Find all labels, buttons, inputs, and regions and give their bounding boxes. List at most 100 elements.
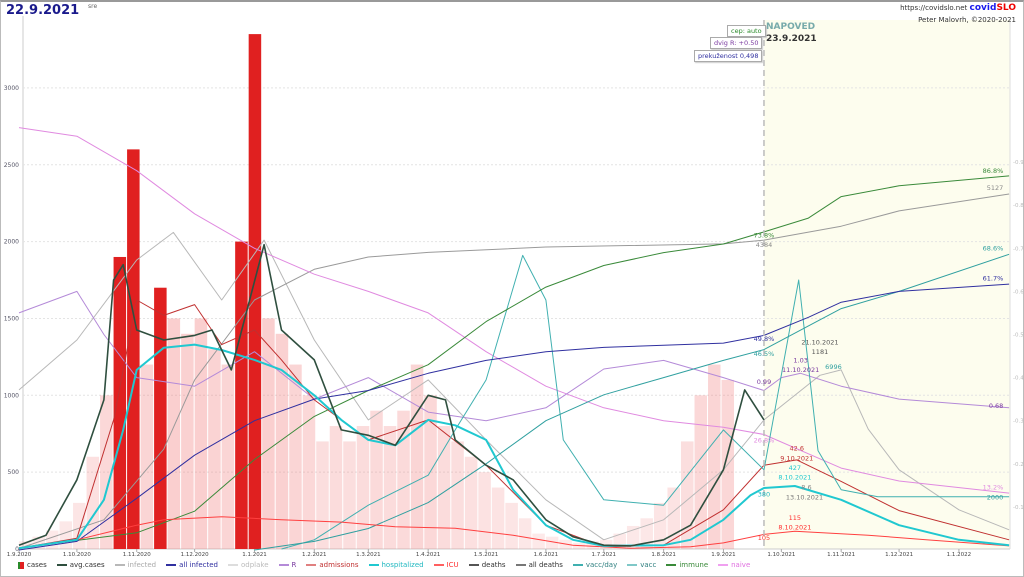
series-hospitalized bbox=[18, 343, 1010, 550]
case-bar bbox=[19, 541, 32, 549]
annotation-label: 13.10.2021 bbox=[786, 493, 823, 501]
line-swatch-icon bbox=[278, 564, 289, 566]
annotation-label: 427 bbox=[789, 464, 801, 472]
case-bar bbox=[140, 364, 154, 549]
series-immune bbox=[18, 175, 1010, 549]
left-tick-label: 2500 bbox=[4, 162, 19, 169]
legend-item[interactable]: infected bbox=[114, 561, 157, 569]
forecast-area bbox=[763, 20, 1010, 549]
annotation-label: 5127 bbox=[987, 184, 1004, 192]
case-bar bbox=[194, 318, 208, 549]
x-tick-label: 1.9.2020 bbox=[7, 552, 32, 558]
legend-item[interactable]: avg.cases bbox=[56, 561, 105, 569]
left-tick-label: 1500 bbox=[4, 315, 19, 322]
case-bar bbox=[694, 395, 708, 549]
legend-item[interactable]: ICU bbox=[433, 561, 459, 569]
case-bar bbox=[410, 364, 424, 549]
case-bar bbox=[221, 364, 235, 549]
forecast-title: NAPOVED bbox=[766, 22, 816, 32]
case-bar bbox=[356, 426, 370, 549]
annotation-label: 68.6% bbox=[983, 244, 1004, 252]
legend-label: vacc/day bbox=[585, 561, 618, 569]
case-bar bbox=[208, 349, 221, 549]
x-tick-label: 1.11.2021 bbox=[827, 552, 855, 558]
x-tick-label: 1.10.2021 bbox=[767, 552, 795, 558]
series-avg-cases bbox=[18, 243, 765, 547]
current-date: 22.9.2021 bbox=[6, 3, 80, 18]
series-vacc-day bbox=[281, 254, 1010, 550]
legend-label: deaths bbox=[481, 561, 506, 569]
cep-control[interactable]: cep: auto bbox=[727, 25, 766, 37]
legend-item[interactable]: odplake bbox=[228, 561, 269, 569]
legend-label: infected bbox=[127, 561, 157, 569]
case-bar bbox=[167, 318, 181, 549]
right-tick-label: -0.7 bbox=[1013, 246, 1024, 252]
series-infected bbox=[18, 231, 1010, 541]
annotation-label: 6996 bbox=[825, 363, 842, 371]
legend-item[interactable]: vacc bbox=[627, 561, 656, 569]
legend-label: avg.cases bbox=[69, 561, 105, 569]
case-bar bbox=[235, 241, 248, 549]
x-tick-label: 1.2.2021 bbox=[302, 552, 327, 558]
annotation-label: 1181 bbox=[812, 348, 829, 356]
x-tick-label: 1.3.2021 bbox=[356, 552, 381, 558]
legend-item[interactable]: admissions bbox=[306, 561, 359, 569]
annotation-label: 8.6 bbox=[801, 483, 811, 491]
annotation-label: 21.10.2021 bbox=[801, 339, 838, 347]
legend-item[interactable]: all deaths bbox=[515, 561, 563, 569]
legend-label: vacc bbox=[640, 561, 657, 569]
case-bar bbox=[626, 525, 640, 549]
legend-label: cases bbox=[27, 561, 47, 569]
author: Peter Malovrh, ©2020-2021 bbox=[918, 16, 1016, 24]
x-tick-label: 1.12.2021 bbox=[885, 552, 913, 558]
legend-item[interactable]: immune bbox=[666, 561, 708, 569]
left-tick-label: 3000 bbox=[4, 85, 19, 92]
legend-item[interactable]: naive bbox=[718, 561, 750, 569]
case-bar bbox=[586, 541, 599, 549]
left-tick-label: 2000 bbox=[4, 239, 19, 246]
series-r bbox=[18, 290, 1010, 422]
site-url[interactable]: https://covidslo.net bbox=[900, 4, 968, 12]
legend-label: naive bbox=[731, 561, 751, 569]
line-swatch-icon bbox=[718, 564, 729, 566]
case-bar bbox=[370, 410, 383, 549]
line-swatch-icon bbox=[572, 564, 583, 566]
annotation-label: 1.03 bbox=[793, 357, 807, 365]
case-bar bbox=[680, 441, 694, 549]
legend-label: hospitalized bbox=[381, 561, 424, 569]
legend-item[interactable]: cases bbox=[18, 561, 47, 569]
case-bar bbox=[329, 426, 343, 549]
legend-item[interactable]: deaths bbox=[468, 561, 506, 569]
case-bar bbox=[464, 456, 478, 549]
legend-item[interactable]: vacc/day bbox=[572, 561, 618, 569]
dvig-r-control[interactable]: dvig R: +0.50 bbox=[710, 37, 763, 49]
case-bar bbox=[667, 487, 680, 549]
x-tick-label: 1.1.2021 bbox=[242, 552, 267, 558]
right-tick-label: -0.2 bbox=[1013, 462, 1024, 468]
legend-item[interactable]: R bbox=[278, 561, 296, 569]
case-bar bbox=[708, 364, 721, 549]
prekuzenost-control[interactable]: prekuženost 0,498 bbox=[694, 50, 763, 62]
case-bar bbox=[437, 426, 451, 549]
legend-label: all infected bbox=[179, 561, 218, 569]
weekday: sre bbox=[88, 3, 98, 10]
x-tick-label: 1.5.2021 bbox=[474, 552, 499, 558]
case-bar bbox=[127, 149, 140, 549]
left-tick-label: 500 bbox=[8, 469, 20, 476]
right-tick-label: -0.6 bbox=[1013, 289, 1024, 295]
legend-label: admissions bbox=[319, 561, 359, 569]
case-bar bbox=[59, 521, 73, 549]
x-tick-label: 1.7.2021 bbox=[592, 552, 617, 558]
case-bar bbox=[451, 441, 464, 549]
line-swatch-icon bbox=[627, 564, 638, 566]
right-tick-label: -0.4 bbox=[1013, 376, 1024, 382]
annotation-label: 0.99 bbox=[757, 378, 771, 386]
legend-item[interactable]: all infected bbox=[166, 561, 218, 569]
legend-item[interactable]: hospitalized bbox=[368, 561, 424, 569]
series-naive bbox=[18, 127, 1010, 494]
annotation-label: 115 bbox=[789, 514, 801, 522]
annotation-label: 11.10.2021 bbox=[782, 366, 819, 374]
line-swatch-icon bbox=[515, 564, 526, 566]
right-tick-label: -0.3 bbox=[1013, 419, 1024, 425]
